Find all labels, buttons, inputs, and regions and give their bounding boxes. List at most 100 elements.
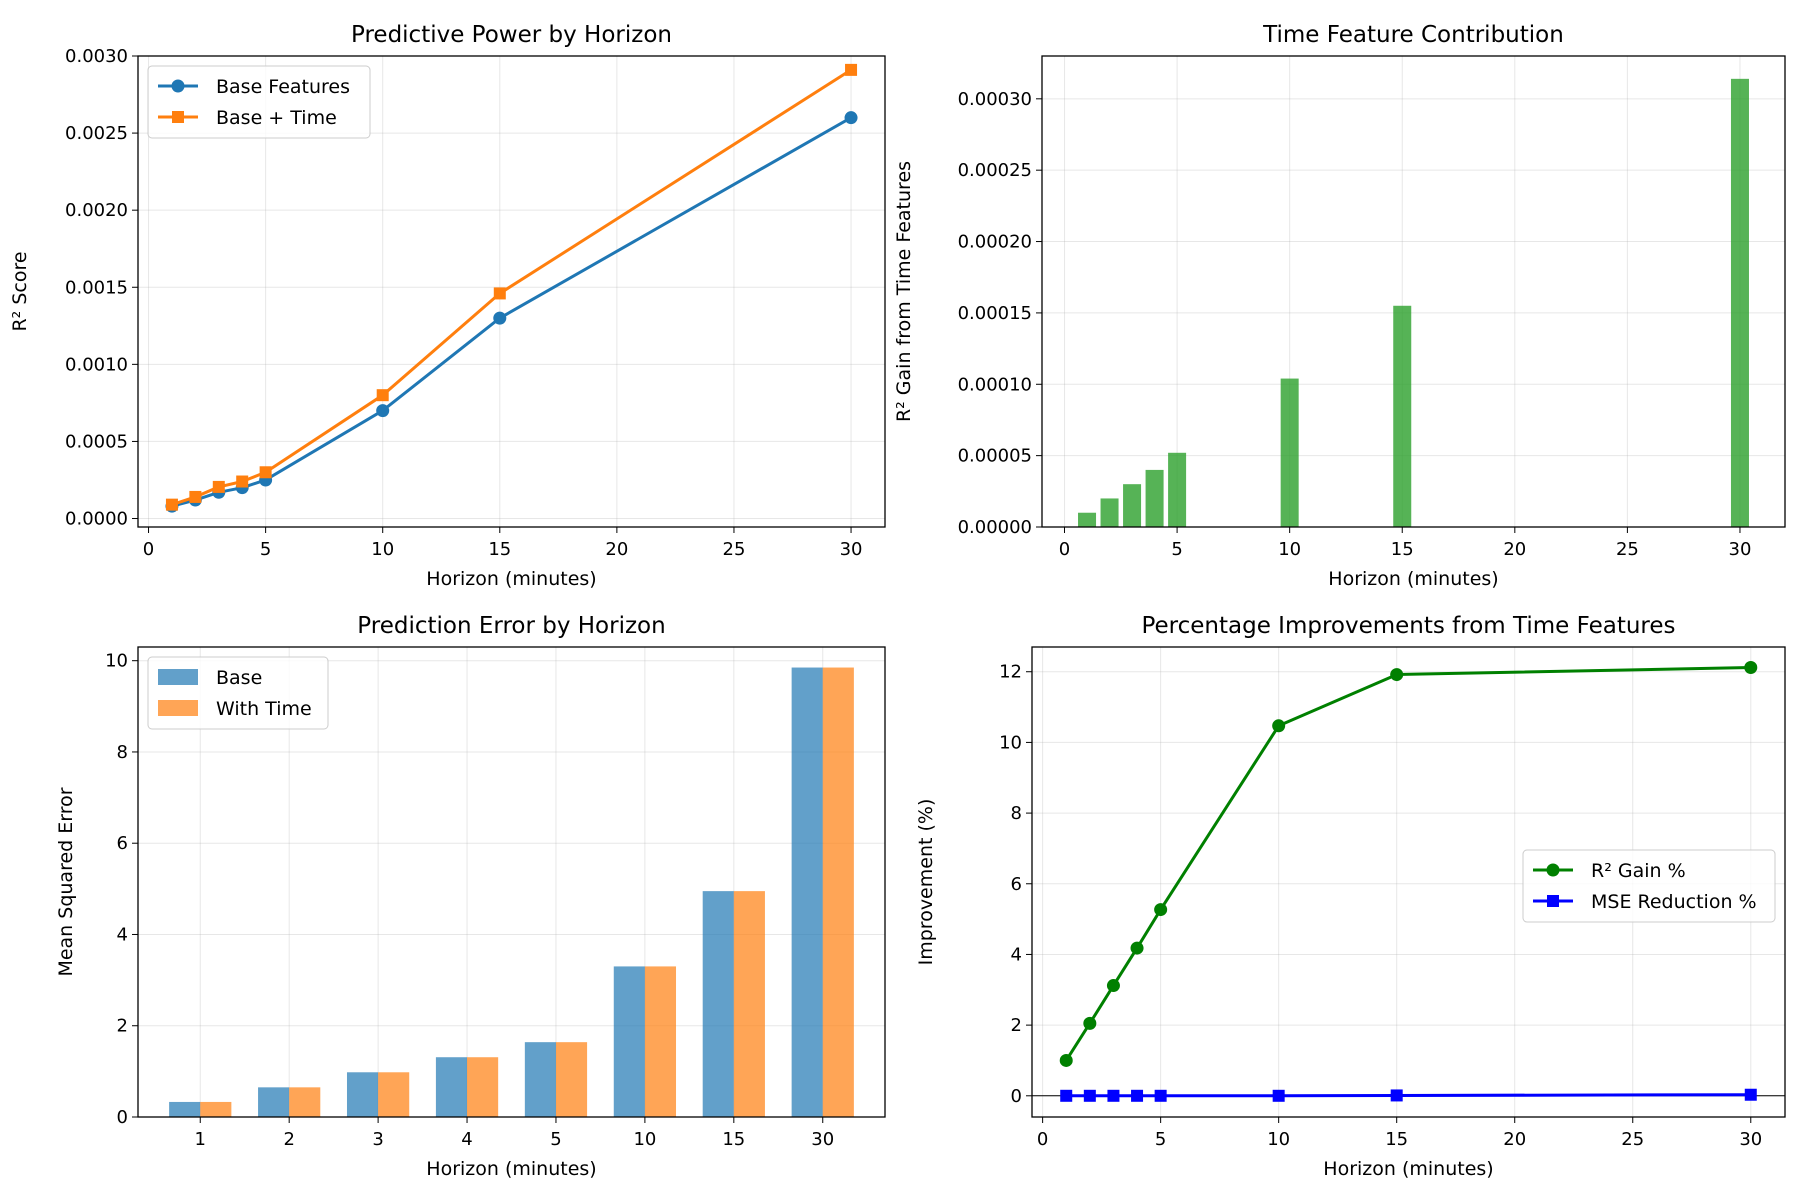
y-tick-label: 4 bbox=[117, 924, 128, 945]
data-point bbox=[165, 498, 178, 511]
y-tick-label: 8 bbox=[117, 742, 128, 763]
x-tick-label: 20 bbox=[1503, 539, 1526, 560]
bar-with-time bbox=[289, 1087, 321, 1117]
bar-base bbox=[791, 667, 823, 1117]
data-point bbox=[236, 475, 249, 488]
bar-base bbox=[346, 1072, 379, 1117]
y-tick-label: 2 bbox=[1011, 1015, 1022, 1036]
panel-1: Predictive Power by Horizon Horizon (minu… bbox=[9, 22, 886, 590]
data-point bbox=[1390, 1089, 1403, 1102]
legend-label: With Time bbox=[216, 698, 312, 720]
data-point bbox=[1131, 1089, 1144, 1102]
legend-label: Base bbox=[216, 667, 262, 689]
legend-label: Base Features bbox=[216, 76, 350, 98]
x-tick-label: 20 bbox=[605, 539, 628, 560]
y-axis-label: R² Score bbox=[9, 251, 31, 331]
y-tick-label: 0.00020 bbox=[958, 232, 1032, 253]
x-tick-label: 30 bbox=[1729, 539, 1752, 560]
data-point bbox=[1083, 1089, 1096, 1102]
legend-box bbox=[147, 65, 371, 139]
x-tick-label: 1 bbox=[195, 1129, 206, 1150]
x-tick-label: 15 bbox=[1385, 1129, 1408, 1150]
bar bbox=[1730, 78, 1749, 527]
x-tick-label: 10 bbox=[633, 1129, 656, 1150]
axes-frame bbox=[137, 646, 886, 1118]
bar bbox=[1100, 498, 1119, 527]
x-axis-label: Horizon (minutes) bbox=[426, 1158, 596, 1180]
y-tick-label: 8 bbox=[1011, 803, 1022, 824]
x-tick-label: 15 bbox=[488, 539, 511, 560]
y-tick-label: 12 bbox=[999, 662, 1022, 683]
y-tick-label: 0.0020 bbox=[65, 200, 128, 221]
y-tick-label: 0 bbox=[117, 1107, 128, 1128]
x-tick-label: 20 bbox=[1503, 1129, 1526, 1150]
data-point bbox=[376, 404, 390, 418]
chart-title: Percentage Improvements from Time Featur… bbox=[1141, 613, 1675, 639]
legend-label: Base + Time bbox=[216, 107, 337, 129]
bar-with-time bbox=[644, 966, 677, 1117]
data-point bbox=[493, 287, 506, 300]
bar-base bbox=[435, 1057, 468, 1117]
x-tick-label: 30 bbox=[811, 1129, 834, 1150]
x-tick-label: 5 bbox=[550, 1129, 561, 1150]
x-tick-label: 3 bbox=[372, 1129, 383, 1150]
axes-frame bbox=[1031, 646, 1786, 1118]
data-point bbox=[1106, 979, 1120, 993]
data-point bbox=[189, 490, 202, 503]
legend-label: MSE Reduction % bbox=[1591, 891, 1757, 913]
axes-frame bbox=[137, 55, 886, 528]
data-point bbox=[493, 311, 507, 325]
chart-title: Predictive Power by Horizon bbox=[351, 22, 672, 48]
y-tick-label: 0.00025 bbox=[958, 160, 1032, 181]
x-tick-label: 15 bbox=[1391, 539, 1414, 560]
bar-with-time bbox=[733, 891, 765, 1117]
axes-frame bbox=[1041, 55, 1786, 528]
x-tick-label: 0 bbox=[1037, 1129, 1048, 1150]
y-tick-label: 0.0000 bbox=[65, 509, 128, 530]
x-tick-label: 2 bbox=[283, 1129, 294, 1150]
bar bbox=[1145, 469, 1164, 527]
x-tick-label: 5 bbox=[1155, 1129, 1166, 1150]
chart-title: Prediction Error by Horizon bbox=[357, 613, 665, 639]
data-point bbox=[1390, 668, 1404, 682]
x-tick-label: 10 bbox=[1278, 539, 1301, 560]
data-point bbox=[1154, 903, 1168, 917]
y-axis-label: Improvement (%) bbox=[915, 799, 937, 966]
y-tick-label: 0.00005 bbox=[958, 446, 1032, 467]
legend-marker bbox=[171, 79, 185, 93]
chart-title: Time Feature Contribution bbox=[1262, 22, 1564, 48]
data-point bbox=[1272, 719, 1286, 733]
legend-swatch bbox=[158, 669, 198, 685]
data-point bbox=[1272, 1089, 1285, 1102]
x-tick-label: 15 bbox=[722, 1129, 745, 1150]
data-point bbox=[376, 389, 389, 402]
data-point bbox=[1744, 660, 1758, 674]
y-tick-label: 0.00030 bbox=[958, 89, 1032, 110]
data-point bbox=[212, 480, 225, 493]
y-tick-label: 6 bbox=[1011, 874, 1022, 895]
data-point bbox=[1130, 941, 1144, 955]
data-point bbox=[1083, 1016, 1097, 1030]
x-axis-label: Horizon (minutes) bbox=[426, 568, 596, 590]
bar-with-time bbox=[555, 1042, 588, 1117]
x-tick-label: 0 bbox=[143, 539, 154, 560]
panel-2: Time Feature Contribution Horizon (minute… bbox=[893, 22, 1786, 590]
x-tick-label: 5 bbox=[1171, 539, 1182, 560]
data-point bbox=[844, 111, 858, 125]
legend-marker bbox=[1546, 863, 1560, 877]
x-tick-label: 25 bbox=[723, 539, 746, 560]
x-axis-label: Horizon (minutes) bbox=[1323, 1158, 1493, 1180]
y-tick-label: 0.00000 bbox=[958, 517, 1032, 538]
y-tick-label: 4 bbox=[1011, 944, 1022, 965]
bar bbox=[1393, 305, 1412, 527]
panel-3: Prediction Error by Horizon Horizon (minu… bbox=[55, 613, 886, 1180]
y-tick-label: 0.0025 bbox=[65, 123, 128, 144]
x-tick-label: 25 bbox=[1621, 1129, 1644, 1150]
y-tick-label: 0.0010 bbox=[65, 354, 128, 375]
data-point bbox=[259, 466, 272, 479]
series-line-2 bbox=[1066, 1093, 1751, 1098]
legend-box bbox=[1522, 849, 1776, 923]
y-tick-label: 10 bbox=[999, 732, 1022, 753]
y-tick-label: 0.0015 bbox=[65, 277, 128, 298]
